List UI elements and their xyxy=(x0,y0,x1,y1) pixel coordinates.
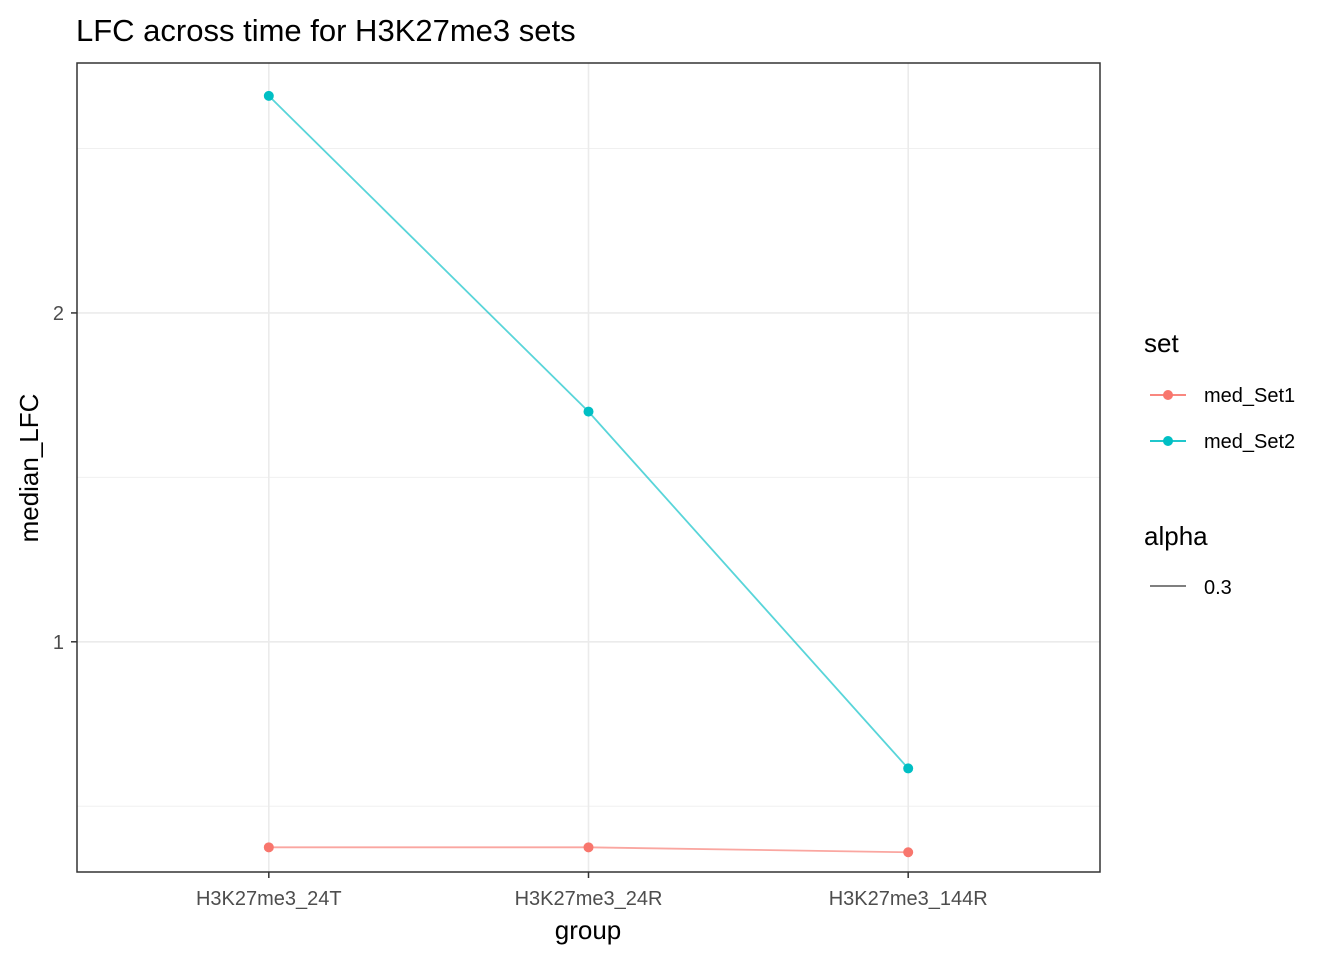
plot-panel xyxy=(76,62,1101,873)
legend-label-alpha: 0.3 xyxy=(1204,577,1232,599)
legend-label-med_Set2: med_Set2 xyxy=(1204,431,1295,453)
y-axis: 12 xyxy=(53,303,77,654)
data-point-med_Set1 xyxy=(263,842,274,853)
legend-title-set: set xyxy=(1144,328,1179,358)
legend-title-alpha: alpha xyxy=(1144,521,1208,551)
y-axis-title: median_LFC xyxy=(14,394,44,543)
grid xyxy=(77,63,1100,872)
legend-label-med_Set1: med_Set1 xyxy=(1204,385,1295,407)
data-point-med_Set1 xyxy=(583,842,594,853)
series-points xyxy=(263,90,914,858)
x-axis-title: group xyxy=(555,915,622,945)
y-tick-label: 2 xyxy=(53,303,64,325)
x-tick-label: H3K27me3_144R xyxy=(829,888,988,910)
chart-title: LFC across time for H3K27me3 sets xyxy=(76,13,576,48)
legend-key-point xyxy=(1163,436,1173,446)
x-tick-label: H3K27me3_24T xyxy=(196,888,342,910)
x-tick-label: H3K27me3_24R xyxy=(515,888,663,910)
data-point-med_Set2 xyxy=(903,763,914,774)
y-tick-label: 1 xyxy=(53,632,64,654)
data-point-med_Set1 xyxy=(903,847,914,858)
x-axis: H3K27me3_24T H3K27me3_24R H3K27me3_144R xyxy=(196,872,988,910)
data-point-med_Set2 xyxy=(263,90,274,101)
data-point-med_Set2 xyxy=(583,406,594,417)
legend: set med_Set1 med_Set2 alpha 0.3 xyxy=(1144,328,1295,599)
legend-key-point xyxy=(1163,390,1173,400)
legend-items: med_Set1 med_Set2 xyxy=(1150,385,1295,453)
